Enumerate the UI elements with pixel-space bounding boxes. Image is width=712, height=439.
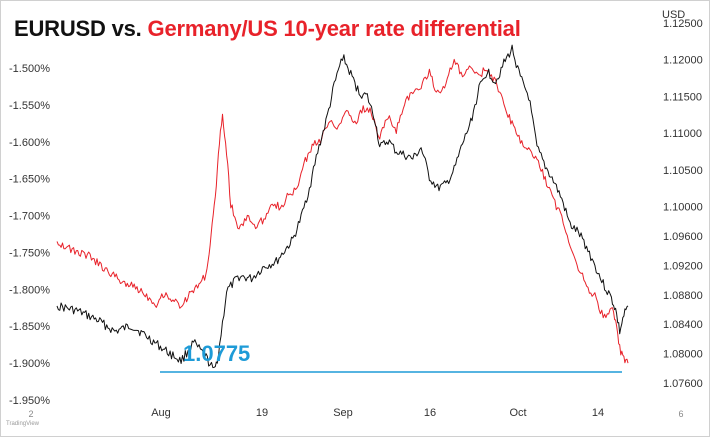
rate-differential-line xyxy=(56,58,629,364)
left-axis-tick: -1.900% xyxy=(9,358,50,370)
right-axis-tick: 1.12500 xyxy=(663,18,703,30)
left-axis-tick: -1.850% xyxy=(9,321,50,333)
left-axis-tick: -1.800% xyxy=(9,284,50,296)
left-axis-tick: -1.700% xyxy=(9,211,50,223)
right-axis-tick: 1.09600 xyxy=(663,231,703,243)
left-axis-tick: -1.950% xyxy=(9,395,50,407)
support-level-label: 1.0775 xyxy=(183,341,251,366)
x-axis-minor-tick: 2 xyxy=(28,409,33,419)
x-axis-tick: 14 xyxy=(592,407,604,419)
left-axis: -1.500% -1.550% -1.600% -1.650% -1.700% -1.75… xyxy=(9,63,50,407)
right-axis-tick: 1.08400 xyxy=(663,319,703,331)
right-axis-tick: 1.11500 xyxy=(663,91,702,103)
left-axis-tick: -1.750% xyxy=(9,247,50,259)
x-axis-tick: Aug xyxy=(151,407,171,419)
left-axis-tick: -1.550% xyxy=(9,100,50,112)
right-axis-tick: 1.08000 xyxy=(663,349,703,361)
right-axis: 1.12500 1.12000 1.11500 1.11000 1.10500 1.100… xyxy=(663,18,703,390)
left-axis-tick: -1.600% xyxy=(9,137,50,149)
x-axis-tick: Sep xyxy=(333,407,353,419)
tradingview-logo: TradingView xyxy=(6,421,40,427)
right-axis-tick: 1.10500 xyxy=(663,165,703,177)
right-axis-tick: 1.11000 xyxy=(663,128,702,140)
right-axis-tick: 1.12000 xyxy=(663,55,703,67)
right-axis-unit: USD xyxy=(662,9,686,21)
x-axis-minor-tick: 6 xyxy=(678,409,683,419)
left-axis-tick: -1.650% xyxy=(9,174,50,186)
right-axis-tick: 1.09200 xyxy=(663,260,703,272)
x-axis-tick: 16 xyxy=(424,407,436,419)
left-axis-tick: -1.500% xyxy=(9,63,50,75)
right-axis-tick: 1.07600 xyxy=(663,378,703,390)
eurusd-line xyxy=(56,44,629,369)
x-axis-tick: Oct xyxy=(509,407,526,419)
right-axis-tick: 1.10000 xyxy=(663,202,703,214)
right-axis-tick: 1.08800 xyxy=(663,290,703,302)
title-rate-differential: Germany/US 10-year rate differential xyxy=(147,16,521,41)
x-axis-tick: 19 xyxy=(256,407,268,419)
x-axis: Aug 19 Sep 16 Oct 14 2 6 xyxy=(28,407,683,419)
chart-title: EURUSD vs. Germany/US 10-year rate diffe… xyxy=(14,16,521,42)
title-eurusd: EURUSD vs. xyxy=(14,16,142,41)
